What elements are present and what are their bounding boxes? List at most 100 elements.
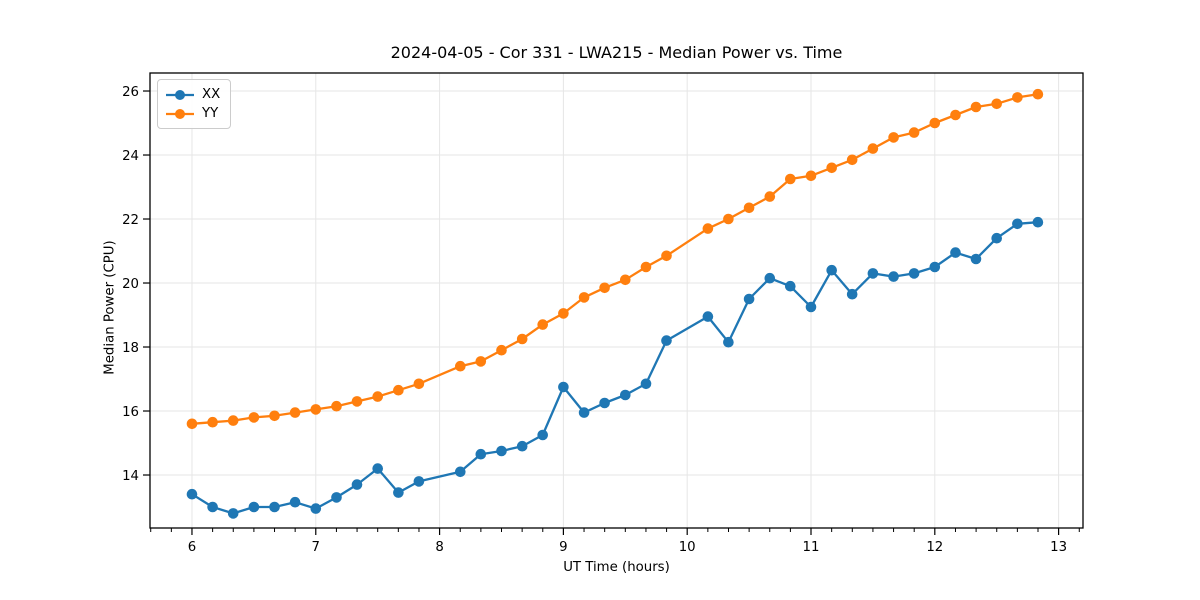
series-marker-yy [991, 98, 1002, 110]
series-marker-xx [475, 448, 487, 460]
x-tick-label: 7 [312, 540, 320, 555]
series-marker-yy [227, 415, 239, 426]
series-line-yy [190, 93, 1040, 425]
series-marker-xx [289, 496, 301, 508]
series-marker-yy [929, 117, 941, 129]
legend-swatch-xx [166, 89, 194, 100]
series-marker-xx [785, 280, 796, 292]
series-marker-yy [950, 109, 961, 121]
series-marker-xx [1012, 218, 1023, 230]
series-marker-xx [620, 389, 631, 401]
y-tick-label: 20 [122, 277, 139, 292]
series-marker-xx [455, 466, 466, 478]
series-marker-yy [578, 292, 590, 303]
x-tick-label: 13 [1050, 540, 1067, 555]
series-marker-xx [846, 288, 858, 300]
series-marker-yy [455, 360, 466, 372]
series-marker-yy [970, 101, 982, 113]
series-marker-xx [743, 293, 755, 305]
series-marker-xx [826, 264, 837, 276]
series-marker-xx [558, 381, 569, 393]
series-marker-xx [991, 232, 1002, 244]
series-marker-yy [269, 410, 280, 422]
series-marker-xx [661, 335, 672, 346]
series-marker-xx [888, 271, 899, 282]
series-marker-xx [207, 501, 218, 513]
series-marker-yy [599, 282, 610, 294]
series-marker-xx [578, 407, 590, 418]
x-tick-label: 11 [803, 540, 820, 555]
series-marker-yy [558, 308, 569, 319]
series-marker-xx [599, 397, 610, 409]
series-marker-xx [640, 378, 652, 390]
series-marker-xx [310, 503, 322, 514]
x-axis-label: UT Time (hours) [563, 560, 670, 575]
series-marker-yy [723, 213, 734, 225]
series-marker-xx [248, 501, 260, 513]
series-marker-yy [372, 391, 384, 402]
series-marker-yy [186, 418, 198, 430]
series-marker-yy [702, 223, 714, 234]
series-marker-yy [331, 400, 342, 412]
y-tick-label: 24 [122, 149, 139, 164]
series-marker-yy [496, 344, 507, 356]
series-marker-xx [950, 247, 961, 258]
series-marker-yy [867, 143, 879, 154]
series-marker-xx [269, 501, 280, 513]
series-marker-yy [475, 356, 487, 367]
series-marker-yy [640, 261, 652, 273]
series-marker-xx [186, 488, 198, 500]
y-tick-label: 14 [122, 469, 139, 484]
series-marker-yy [289, 407, 301, 418]
x-tick-label: 10 [679, 540, 696, 555]
series-marker-xx [372, 463, 384, 474]
series-marker-yy [661, 250, 672, 262]
series-marker-xx [537, 429, 548, 441]
series-marker-xx [227, 508, 239, 519]
series-marker-yy [393, 384, 404, 396]
series-marker-xx [702, 311, 714, 322]
series-marker-xx [331, 492, 342, 503]
y-tick-label: 16 [122, 405, 139, 420]
legend: XX YY [157, 79, 232, 129]
y-axis-label: Median Power (CPU) [102, 240, 118, 375]
series-marker-yy [785, 173, 796, 185]
series-line-xx [190, 221, 1040, 515]
series-marker-xx [805, 301, 817, 313]
x-tick-label: 6 [188, 540, 196, 555]
x-tick-label: 12 [926, 540, 943, 555]
series-marker-xx [496, 445, 507, 457]
legend-item: YY [165, 104, 220, 123]
y-tick-label: 18 [122, 341, 139, 356]
series-marker-yy [620, 274, 631, 286]
series-marker-yy [764, 191, 776, 202]
x-tick-label: 9 [559, 540, 567, 555]
y-tick-label: 22 [122, 213, 139, 228]
series-marker-yy [743, 202, 755, 214]
series-marker-xx [351, 479, 363, 490]
legend-swatch-yy [166, 108, 194, 119]
series-marker-yy [805, 170, 817, 182]
y-tick-label: 26 [122, 85, 139, 100]
axes-spines [149, 72, 1084, 529]
series-marker-yy [888, 132, 899, 143]
series-marker-xx [929, 261, 941, 273]
legend-item: XX [165, 85, 220, 104]
series-marker-xx [723, 336, 734, 348]
series-marker-xx [413, 476, 425, 487]
chart-title: 2024-04-05 - Cor 331 - LWA215 - Median P… [390, 43, 843, 62]
series-marker-xx [516, 440, 528, 452]
series-marker-yy [516, 333, 528, 345]
series-marker-yy [248, 412, 260, 423]
series-marker-yy [310, 404, 322, 415]
series-marker-yy [1012, 92, 1023, 103]
series-marker-yy [413, 378, 425, 390]
series-marker-xx [764, 272, 776, 284]
x-tick-label: 8 [435, 540, 443, 555]
series-marker-yy [1032, 88, 1044, 100]
series-marker-yy [351, 396, 363, 407]
series-marker-xx [908, 268, 920, 279]
series-marker-yy [537, 319, 548, 330]
